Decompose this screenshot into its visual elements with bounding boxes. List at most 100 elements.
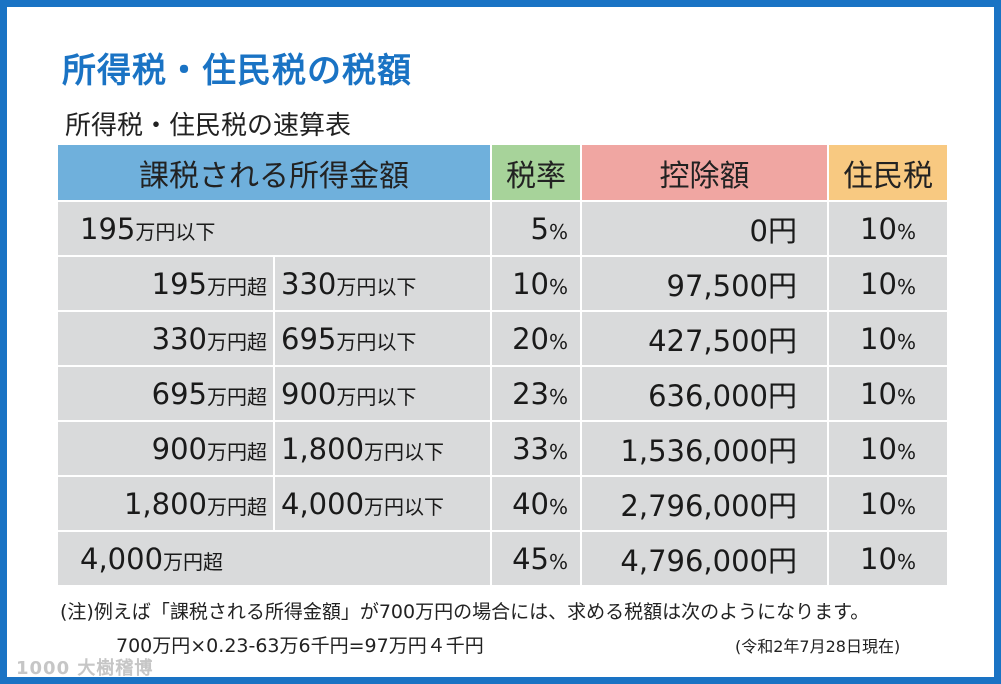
resident-tax-unit: % — [896, 329, 916, 354]
table-row: 195万円以下 5% 0円 10% — [56, 200, 949, 257]
table-row: 195万円超 330万円以下 10% 97,500円 10% — [56, 255, 949, 312]
income-upper-value: 4,000 — [281, 486, 365, 521]
page-title: 所得税・住民税の税額 — [62, 51, 412, 91]
tax-rate-unit: % — [548, 219, 568, 244]
income-upper-unit: 万円以下 — [364, 494, 445, 519]
income-upper-unit: 万円以下 — [336, 329, 417, 354]
income-lower-unit: 万円超 — [207, 329, 267, 354]
tax-rate-cell: 40% — [490, 475, 582, 532]
income-upper-cell: 1,800万円以下 — [273, 420, 492, 477]
tax-rate-value: 20 — [512, 321, 549, 356]
resident-tax-value: 10 — [860, 431, 897, 466]
tax-rate-value: 33 — [512, 431, 549, 466]
income-lower-cell: 195万円超 — [56, 255, 275, 312]
income-lower-value: 4,000 — [80, 541, 164, 576]
footnote-example: (注)例えば「課税される所得金額」が700万円の場合には、求める税額は次のように… — [60, 601, 870, 623]
tax-rate-unit: % — [548, 439, 568, 464]
deduction-cell: 97,500円 — [580, 255, 829, 312]
resident-tax-cell: 10% — [827, 420, 949, 477]
tax-rate-value: 40 — [512, 486, 549, 521]
tax-rate-unit: % — [548, 549, 568, 574]
resident-tax-value: 10 — [860, 266, 897, 301]
income-upper-cell: 4,000万円以下 — [273, 475, 492, 532]
income-lower-cell: 900万円超 — [56, 420, 275, 477]
resident-tax-value: 10 — [860, 211, 897, 246]
income-lower-value: 195 — [151, 266, 207, 301]
table-subtitle: 所得税・住民税の速算表 — [65, 111, 352, 141]
income-lower-value: 330 — [151, 321, 207, 356]
resident-tax-cell: 10% — [827, 365, 949, 422]
income-upper-value: 900 — [281, 376, 337, 411]
income-lower-value: 1,800 — [123, 486, 207, 521]
deduction-cell: 636,000円 — [580, 365, 829, 422]
resident-tax-value: 10 — [860, 321, 897, 356]
header-resident-tax: 住民税 — [827, 143, 949, 202]
tax-rate-value: 23 — [512, 376, 549, 411]
income-upper-unit: 万円以下 — [336, 384, 417, 409]
header-tax-rate: 税率 — [490, 143, 582, 202]
resident-tax-value: 10 — [860, 486, 897, 521]
deduction-cell: 0円 — [580, 200, 829, 257]
income-lower-cell: 1,800万円超 — [56, 475, 275, 532]
income-lower-value: 900 — [151, 431, 207, 466]
tax-rate-value: 5 — [530, 211, 549, 246]
resident-tax-unit: % — [896, 384, 916, 409]
tax-rate-table: 課税される所得金額 税率 控除額 住民税 195万円以下 5% 0円 10% 1… — [56, 143, 949, 587]
resident-tax-value: 10 — [860, 541, 897, 576]
tax-rate-cell: 45% — [490, 530, 582, 587]
deduction-cell: 4,796,000円 — [580, 530, 829, 587]
income-upper-cell: 330万円以下 — [273, 255, 492, 312]
resident-tax-unit: % — [896, 494, 916, 519]
income-lower-cell: 695万円超 — [56, 365, 275, 422]
tax-rate-unit: % — [548, 494, 568, 519]
income-lower-unit: 万円以下 — [135, 219, 216, 244]
tax-rate-unit: % — [548, 274, 568, 299]
income-lower-unit: 万円超 — [207, 274, 267, 299]
resident-tax-unit: % — [896, 274, 916, 299]
as-of-date: (令和2年7月28日現在) — [735, 637, 901, 656]
tax-rate-value: 10 — [512, 266, 549, 301]
tax-rate-value: 45 — [512, 541, 549, 576]
income-lower-unit: 万円超 — [207, 439, 267, 464]
header-deduction: 控除額 — [580, 143, 829, 202]
table-header-row: 課税される所得金額 税率 控除額 住民税 — [56, 143, 949, 202]
tax-rate-cell: 23% — [490, 365, 582, 422]
income-range-cell: 4,000万円超 — [56, 530, 492, 587]
header-taxable-income: 課税される所得金額 — [56, 143, 492, 202]
resident-tax-cell: 10% — [827, 475, 949, 532]
income-upper-value: 695 — [281, 321, 337, 356]
resident-tax-cell: 10% — [827, 255, 949, 312]
income-upper-cell: 695万円以下 — [273, 310, 492, 367]
resident-tax-unit: % — [896, 219, 916, 244]
income-range-cell: 195万円以下 — [56, 200, 492, 257]
income-upper-value: 330 — [281, 266, 337, 301]
income-upper-unit: 万円以下 — [336, 274, 417, 299]
deduction-cell: 1,536,000円 — [580, 420, 829, 477]
resident-tax-value: 10 — [860, 376, 897, 411]
resident-tax-cell: 10% — [827, 200, 949, 257]
income-lower-unit: 万円超 — [207, 494, 267, 519]
income-lower-unit: 万円超 — [207, 384, 267, 409]
tax-rate-cell: 20% — [490, 310, 582, 367]
tax-rate-cell: 33% — [490, 420, 582, 477]
watermark-logo: 1000 大樹稽博 — [16, 658, 154, 679]
table-row: 4,000万円超 45% 4,796,000円 10% — [56, 530, 949, 587]
tax-rate-unit: % — [548, 384, 568, 409]
income-upper-cell: 900万円以下 — [273, 365, 492, 422]
income-lower-cell: 330万円超 — [56, 310, 275, 367]
resident-tax-unit: % — [896, 439, 916, 464]
income-lower-value: 195 — [80, 211, 136, 246]
table-row: 1,800万円超 4,000万円以下 40% 2,796,000円 10% — [56, 475, 949, 532]
resident-tax-cell: 10% — [827, 310, 949, 367]
footnote-calculation: 700万円×0.23-63万6千円=97万円４千円 — [116, 635, 484, 657]
tax-rate-cell: 10% — [490, 255, 582, 312]
table-row: 330万円超 695万円以下 20% 427,500円 10% — [56, 310, 949, 367]
deduction-cell: 427,500円 — [580, 310, 829, 367]
income-upper-unit: 万円以下 — [364, 439, 445, 464]
income-lower-value: 695 — [151, 376, 207, 411]
income-upper-value: 1,800 — [281, 431, 365, 466]
resident-tax-cell: 10% — [827, 530, 949, 587]
table-row: 900万円超 1,800万円以下 33% 1,536,000円 10% — [56, 420, 949, 477]
deduction-cell: 2,796,000円 — [580, 475, 829, 532]
table-row: 695万円超 900万円以下 23% 636,000円 10% — [56, 365, 949, 422]
